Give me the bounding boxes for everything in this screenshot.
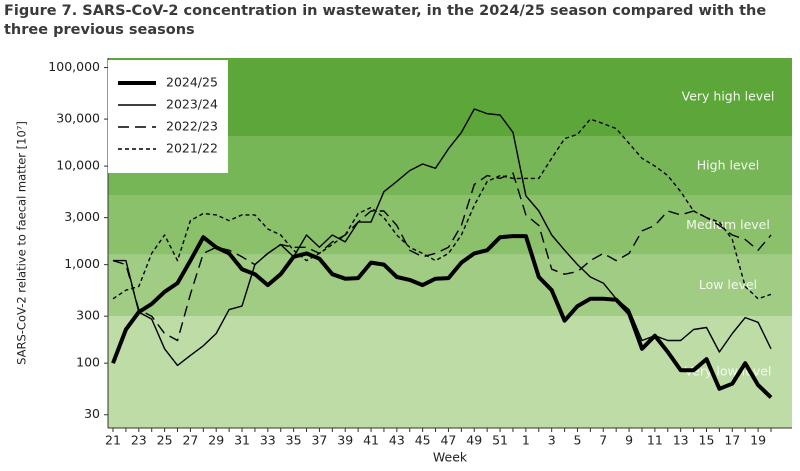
x-tick-label: 33 xyxy=(260,433,276,448)
x-tick-label: 51 xyxy=(492,433,508,448)
x-tick-label: 7 xyxy=(599,433,607,448)
x-tick-label: 43 xyxy=(389,433,405,448)
band-label: High level xyxy=(697,158,759,173)
x-tick-label: 1 xyxy=(522,433,530,448)
y-axis-label: SARS-CoV-2 relative to faecal matter [10… xyxy=(15,121,29,365)
y-tick-label: 100,000 xyxy=(48,59,100,74)
legend-label: 2024/25 xyxy=(166,75,218,90)
y-tick-label: 30,000 xyxy=(56,111,100,126)
y-tick-label: 300 xyxy=(76,308,100,323)
band-label: Medium level xyxy=(686,217,770,232)
series-line xyxy=(112,118,772,300)
x-tick-label: 47 xyxy=(440,433,456,448)
legend-box xyxy=(108,60,228,173)
x-tick-label: 11 xyxy=(647,433,663,448)
level-band xyxy=(108,195,792,255)
x-tick-label: 35 xyxy=(286,433,302,448)
x-tick-label: 41 xyxy=(363,433,379,448)
legend-label: 2022/23 xyxy=(166,119,218,134)
series-line xyxy=(111,234,773,399)
x-tick-label: 17 xyxy=(724,433,740,448)
x-tick-label: 29 xyxy=(208,433,224,448)
chart-title: Figure 7. SARS-CoV-2 concentration in wa… xyxy=(4,3,767,38)
x-tick-label: 9 xyxy=(625,433,633,448)
x-tick-label: 23 xyxy=(131,433,147,448)
x-tick-label: 25 xyxy=(157,433,173,448)
y-tick-label: 1,000 xyxy=(64,256,100,271)
x-tick-label: 45 xyxy=(415,433,431,448)
x-axis-label: Week xyxy=(433,450,468,465)
x-tick-label: 15 xyxy=(699,433,715,448)
x-tick-label: 21 xyxy=(105,433,121,448)
x-tick-label: 3 xyxy=(548,433,556,448)
y-tick-label: 30 xyxy=(84,406,100,421)
legend-label: 2023/24 xyxy=(166,97,218,112)
y-tick-label: 100 xyxy=(76,355,100,370)
x-tick-label: 39 xyxy=(337,433,353,448)
x-tick-label: 19 xyxy=(750,433,766,448)
level-band xyxy=(108,316,792,428)
x-tick-label: 27 xyxy=(182,433,198,448)
x-tick-label: 49 xyxy=(466,433,482,448)
x-tick-label: 31 xyxy=(234,433,250,448)
y-tick-label: 3,000 xyxy=(64,209,100,224)
series-line xyxy=(113,108,772,367)
y-tick-label: 10,000 xyxy=(56,158,100,173)
band-label: Low level xyxy=(699,277,757,292)
band-label: Very high level xyxy=(682,89,775,104)
x-tick-label: 5 xyxy=(573,433,581,448)
level-band xyxy=(108,254,792,317)
x-tick-label: 37 xyxy=(311,433,327,448)
legend-label: 2021/22 xyxy=(166,141,218,156)
x-tick-label: 13 xyxy=(673,433,689,448)
